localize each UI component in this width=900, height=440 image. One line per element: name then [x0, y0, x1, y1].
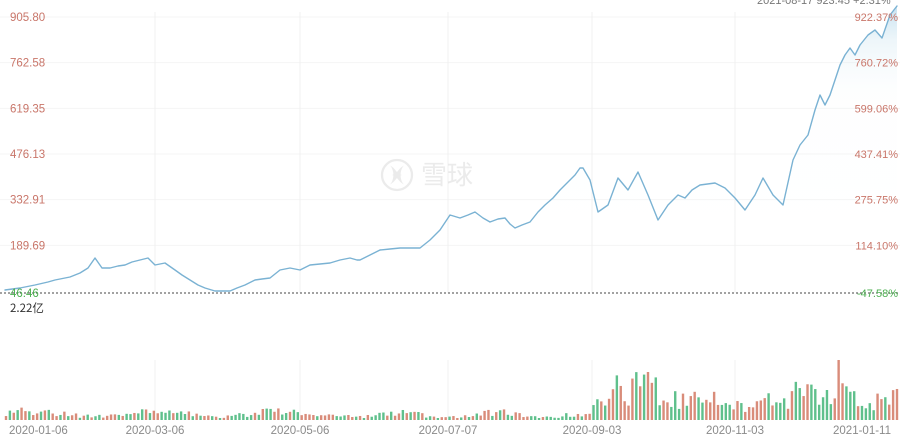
svg-text:599.06%: 599.06% — [855, 103, 899, 115]
svg-text:332.91: 332.91 — [10, 195, 45, 207]
svg-text:2021-08-17 923.45 +2.31%: 2021-08-17 923.45 +2.31% — [757, 0, 891, 7]
svg-text:2020-11-03: 2020-11-03 — [706, 425, 764, 437]
svg-text:雪球: 雪球 — [421, 155, 473, 192]
svg-text:114.10%: 114.10% — [855, 240, 898, 252]
svg-text:2.22亿: 2.22亿 — [10, 300, 44, 316]
svg-text:-47.58%: -47.58% — [857, 288, 898, 300]
svg-text:760.72%: 760.72% — [855, 58, 899, 70]
svg-text:2020-05-06: 2020-05-06 — [271, 425, 330, 437]
svg-text:476.13: 476.13 — [10, 149, 45, 161]
svg-text:46.46: 46.46 — [10, 288, 39, 300]
svg-text:762.58: 762.58 — [10, 58, 45, 70]
svg-text:2020-01-06: 2020-01-06 — [9, 425, 68, 437]
svg-text:905.80: 905.80 — [10, 12, 45, 24]
svg-text:437.41%: 437.41% — [855, 149, 899, 161]
svg-text:2020-09-03: 2020-09-03 — [563, 425, 622, 437]
svg-text:275.75%: 275.75% — [855, 195, 899, 207]
svg-text:922.37%: 922.37% — [855, 12, 899, 24]
svg-text:2020-03-06: 2020-03-06 — [126, 425, 185, 437]
svg-text:2020-07-07: 2020-07-07 — [419, 425, 478, 437]
svg-text:619.35: 619.35 — [10, 103, 45, 115]
svg-text:189.69: 189.69 — [10, 240, 45, 252]
svg-text:2021-01-11: 2021-01-11 — [833, 425, 891, 437]
